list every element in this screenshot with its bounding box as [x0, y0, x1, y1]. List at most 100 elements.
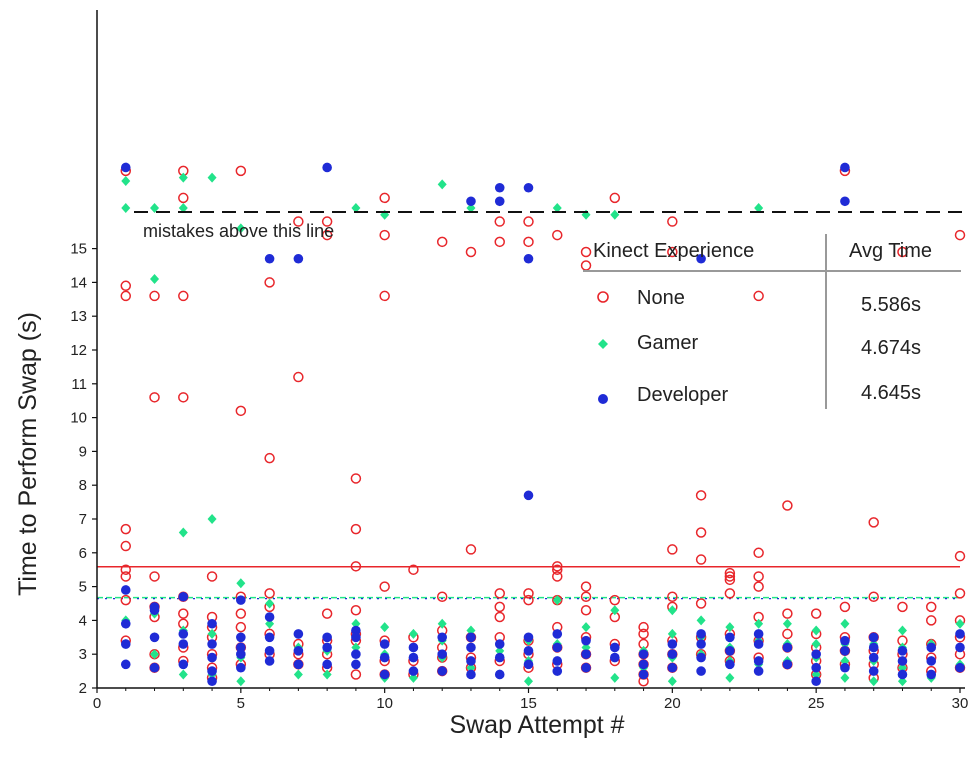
point-developer: [840, 162, 850, 173]
point-gamer: [610, 209, 620, 220]
point-developer: [523, 182, 534, 193]
point-developer: [466, 632, 476, 643]
x-tick-label: 30: [952, 695, 969, 712]
point-none: [580, 605, 592, 616]
point-gamer: [754, 203, 764, 214]
point-developer: [264, 646, 275, 656]
point-developer: [293, 659, 304, 670]
point-none: [206, 571, 218, 582]
point-developer: [149, 605, 160, 616]
point-developer: [581, 635, 591, 646]
y-tick-label: 13: [70, 308, 87, 325]
point-none: [350, 561, 362, 572]
point-none: [235, 608, 247, 619]
legend-marker-developer: [598, 394, 608, 404]
point-gamer: [121, 203, 131, 214]
point-developer: [264, 253, 275, 264]
point-developer: [466, 656, 476, 666]
point-none: [149, 290, 160, 302]
point-none: [782, 500, 793, 511]
y-tick-label: 11: [71, 376, 87, 393]
point-developer: [753, 666, 764, 676]
point-none: [753, 547, 764, 559]
point-gamer: [178, 172, 188, 183]
point-developer: [667, 649, 678, 659]
y-tick-label: 8: [79, 477, 87, 494]
point-none: [408, 564, 419, 575]
point-gamer: [667, 676, 677, 687]
point-developer: [523, 646, 534, 656]
point-none: [724, 567, 736, 579]
point-developer: [725, 632, 735, 643]
point-developer: [696, 666, 706, 676]
point-gamer: [667, 605, 677, 616]
point-none: [724, 588, 736, 599]
point-none: [552, 229, 563, 241]
point-developer: [207, 666, 217, 676]
point-gamer: [236, 223, 246, 234]
legend-label-gamer: Gamer: [637, 332, 698, 354]
point-developer: [120, 618, 131, 629]
point-none: [695, 490, 707, 501]
point-developer: [437, 632, 448, 643]
point-developer: [264, 632, 275, 643]
point-none: [178, 608, 189, 619]
point-developer: [178, 591, 189, 602]
point-none: [178, 192, 189, 204]
point-none: [120, 523, 132, 535]
legend-marker-none: [597, 291, 609, 303]
point-gamer: [581, 622, 591, 633]
point-developer: [840, 635, 850, 646]
x-tick-label: 20: [664, 695, 681, 712]
point-gamer: [811, 669, 821, 680]
point-none: [178, 392, 189, 403]
point-developer: [264, 612, 275, 622]
point-none: [638, 621, 649, 633]
point-none: [494, 216, 505, 227]
point-none: [868, 517, 879, 528]
point-none: [149, 392, 160, 403]
point-gamer: [466, 625, 476, 636]
point-developer: [437, 666, 448, 676]
point-developer: [322, 642, 332, 653]
point-none: [552, 564, 563, 575]
x-tick-label: 15: [520, 695, 537, 712]
x-axis-title: Swap Attempt #: [449, 711, 624, 739]
point-developer: [236, 662, 246, 673]
point-developer: [552, 666, 563, 676]
point-none: [350, 669, 362, 680]
point-developer: [696, 639, 706, 649]
x-tick-label: 10: [376, 695, 393, 712]
point-gamer: [552, 595, 562, 606]
point-developer: [207, 652, 217, 663]
point-developer: [753, 656, 764, 666]
point-developer: [293, 629, 304, 639]
point-developer: [638, 659, 649, 670]
point-developer: [379, 669, 390, 680]
point-developer: [725, 646, 735, 656]
x-tick-label: 25: [808, 695, 825, 712]
point-none: [264, 588, 275, 599]
point-none: [724, 574, 736, 586]
point-gamer: [897, 676, 907, 687]
legend-avg-developer: 4.645s: [861, 382, 921, 404]
point-none: [810, 608, 822, 619]
legend-avg-gamer: 4.674s: [861, 337, 921, 359]
point-developer: [926, 669, 937, 680]
x-tick-label: 0: [93, 695, 101, 712]
point-gamer: [408, 672, 418, 683]
point-developer: [581, 662, 591, 673]
point-gamer: [610, 605, 620, 616]
point-gamer: [725, 672, 735, 683]
point-none: [782, 608, 793, 619]
point-none: [724, 571, 736, 582]
point-none: [868, 591, 879, 602]
point-none: [379, 192, 390, 204]
point-none: [782, 628, 793, 640]
point-developer: [753, 639, 764, 649]
point-none: [839, 601, 851, 613]
point-gamer: [581, 642, 591, 653]
point-developer: [955, 662, 965, 673]
point-none: [379, 290, 390, 302]
